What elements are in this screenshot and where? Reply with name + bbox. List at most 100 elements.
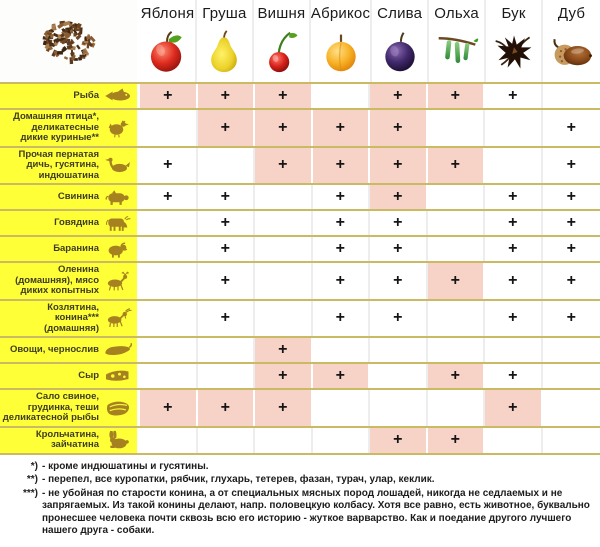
footnote: **)- перепел, все куропатки, рябчик, глу… — [2, 474, 590, 487]
matrix-cell: + — [543, 148, 600, 184]
matrix-cell — [543, 364, 600, 388]
matrix-cell: + — [543, 110, 600, 146]
wood-column-header: Вишня — [254, 0, 311, 82]
matrix-cell — [313, 428, 371, 453]
matrix-cell — [543, 84, 600, 108]
matrix-cell: + — [255, 364, 313, 388]
matrix-cell: + — [428, 84, 486, 108]
matrix-cell: + — [198, 84, 256, 108]
hen-icon — [103, 118, 133, 138]
cherry-icon — [259, 22, 303, 82]
matrix-cell: + — [140, 390, 198, 426]
matrix-cell: + — [198, 301, 256, 337]
wood-column-header: Яблоня — [140, 0, 197, 82]
matrix-cell: + — [543, 301, 600, 337]
matrix-cell — [370, 338, 428, 362]
matrix-cell — [198, 364, 256, 388]
matrix-cell: + — [370, 263, 428, 299]
matrix-cell — [198, 148, 256, 184]
matrix-cell — [140, 428, 198, 453]
matrix-cell: + — [198, 185, 256, 209]
table-row: Говядина+++++ — [0, 211, 600, 237]
footnote: ***)- не убойная по старости конина, а о… — [2, 488, 590, 538]
matrix-cell: + — [485, 237, 543, 261]
goose-icon — [103, 155, 133, 175]
food-label-text: Говядина — [54, 218, 99, 229]
wood-name: Груша — [202, 5, 246, 22]
matrix-cell: + — [255, 390, 313, 426]
beech-icon — [492, 22, 536, 82]
matrix-cell: + — [140, 84, 198, 108]
matrix-cell: + — [543, 237, 600, 261]
matrix-cell — [255, 237, 313, 261]
matrix-cell: + — [428, 263, 486, 299]
bacon-icon — [103, 398, 133, 418]
wood-column-header: Дуб — [543, 0, 600, 82]
food-row-label: Прочая пернатая дичь, гусятина, индюшати… — [0, 148, 140, 184]
matrix-cell: + — [140, 148, 198, 184]
matrix-cell: + — [543, 263, 600, 299]
food-row-label: Рыба — [0, 84, 140, 108]
matrix-cell: + — [485, 364, 543, 388]
footnote-marker: ***) — [2, 488, 38, 538]
matrix-cell — [313, 84, 371, 108]
ram-icon — [103, 239, 133, 259]
wood-chips-image — [38, 15, 100, 67]
matrix-cell — [428, 237, 486, 261]
matrix-cell — [428, 110, 486, 146]
matrix-cell — [485, 110, 543, 146]
matrix-cell: + — [485, 263, 543, 299]
compatibility-matrix: Рыба++++++Домашняя птица*, деликатесные … — [0, 84, 600, 455]
table-row: Свинина++++++ — [0, 185, 600, 211]
matrix-cell: + — [485, 390, 543, 426]
matrix-cell: + — [313, 185, 371, 209]
matrix-cell: + — [198, 211, 256, 235]
food-row-label: Домашняя птица*, деликатесные дикие кури… — [0, 110, 140, 146]
footnote-text: - перепел, все куропатки, рябчик, глухар… — [42, 474, 590, 487]
matrix-cell: + — [370, 185, 428, 209]
wood-column-header: Бук — [486, 0, 543, 82]
food-label-text: Домашняя птица*, деликатесные дикие кури… — [2, 112, 99, 144]
corner-cell — [0, 0, 140, 82]
matrix-cell — [255, 428, 313, 453]
matrix-cell — [428, 301, 486, 337]
table-row: Крольчатина, зайчатина++ — [0, 428, 600, 455]
food-label-text: Прочая пернатая дичь, гусятина, индюшати… — [2, 150, 99, 182]
matrix-cell — [140, 263, 198, 299]
cow-icon — [103, 213, 133, 233]
apricot-icon — [319, 22, 363, 82]
matrix-cell — [140, 237, 198, 261]
matrix-cell — [313, 338, 371, 362]
food-label-text: Рыба — [73, 91, 99, 102]
food-row-label: Козлятина, конина*** (домашняя) — [0, 301, 140, 337]
matrix-cell: + — [485, 211, 543, 235]
apple-icon — [145, 22, 189, 82]
fish-icon — [103, 86, 133, 106]
matrix-cell: + — [370, 301, 428, 337]
matrix-cell: + — [370, 110, 428, 146]
wood-name: Слива — [377, 5, 422, 22]
wood-name: Абрикос — [311, 5, 370, 22]
wood-name: Бук — [501, 5, 525, 22]
matrix-cell: + — [370, 84, 428, 108]
table-row: Рыба++++++ — [0, 84, 600, 110]
matrix-cell — [543, 390, 600, 426]
matrix-cell: + — [313, 148, 371, 184]
matrix-cell: + — [313, 263, 371, 299]
rabbit-icon — [103, 430, 133, 450]
matrix-cell — [140, 338, 198, 362]
food-label-text: Сало свиное, грудинка, теши деликатесной… — [2, 392, 99, 424]
food-row-label: Баранина — [0, 237, 140, 261]
footnote-text: - кроме индюшатины и гусятины. — [42, 461, 590, 474]
matrix-cell — [255, 185, 313, 209]
table-row: Оленина (домашняя), мясо диких копытных+… — [0, 263, 600, 301]
matrix-cell: + — [198, 110, 256, 146]
food-row-label: Сыр — [0, 364, 140, 388]
matrix-cell — [428, 338, 486, 362]
wood-name: Ольха — [434, 5, 479, 22]
table-row: Овощи, чернослив+ — [0, 338, 600, 364]
matrix-cell: + — [313, 237, 371, 261]
matrix-cell: + — [255, 110, 313, 146]
